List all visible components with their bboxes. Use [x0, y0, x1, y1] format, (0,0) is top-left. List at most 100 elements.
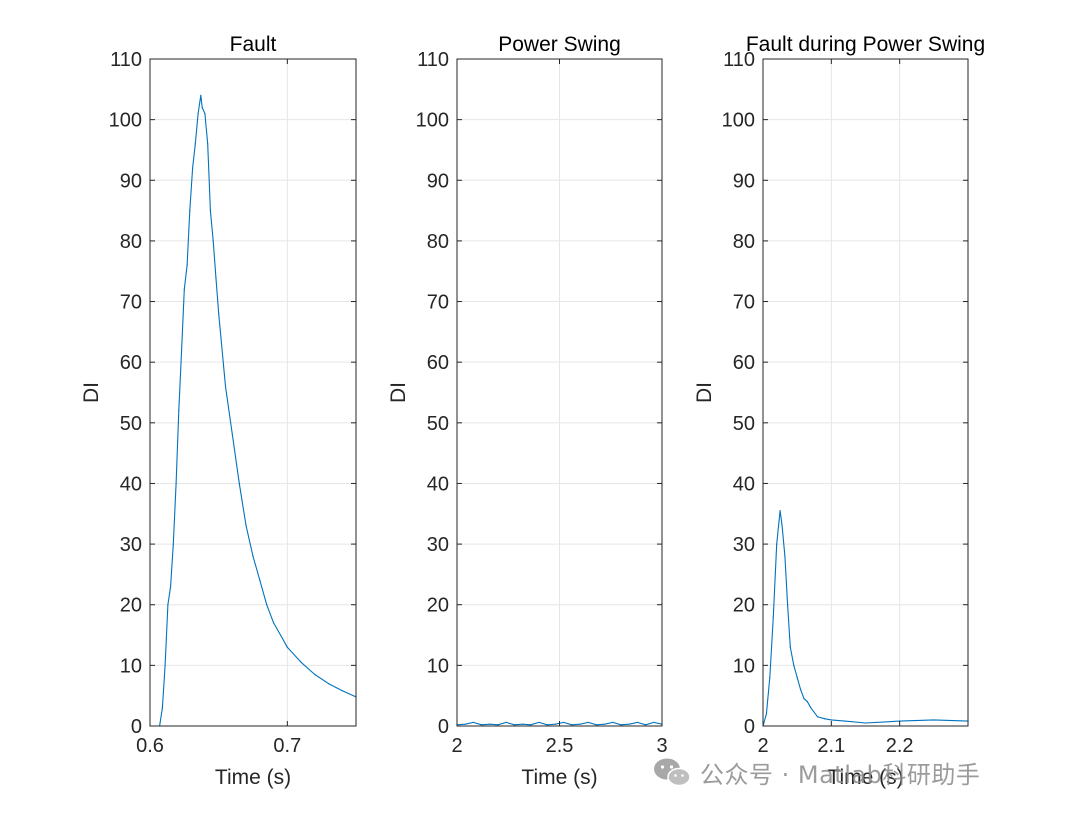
data-point: [628, 723, 630, 725]
y-tick-label: 60: [427, 352, 449, 374]
data-point: [803, 698, 805, 700]
x-tick-label: 3: [656, 735, 667, 757]
data-point: [793, 664, 795, 666]
y-tick-label: 80: [733, 231, 755, 253]
y-tick-label: 70: [733, 292, 755, 314]
y-tick-label: 70: [120, 292, 142, 314]
data-point: [505, 721, 507, 723]
data-point: [273, 622, 275, 624]
data-point: [489, 723, 491, 725]
y-tick-label: 60: [120, 352, 142, 374]
data-point: [522, 723, 524, 725]
watermark: 公众号 · Matlab科研助手: [652, 752, 980, 792]
data-point: [186, 264, 188, 266]
data-point: [472, 721, 474, 723]
y-tick-label: 90: [733, 170, 755, 192]
y-tick-label: 20: [120, 595, 142, 617]
data-point: [300, 661, 302, 663]
data-point: [212, 240, 214, 242]
data-point: [209, 209, 212, 212]
y-tick-label: 110: [723, 49, 755, 71]
y-tick-label: 0: [131, 716, 142, 738]
y-tick-label: 110: [110, 49, 142, 71]
y-tick-label: 40: [120, 473, 142, 495]
y-tick-label: 80: [427, 231, 449, 253]
data-point: [546, 724, 548, 726]
data-point: [538, 721, 540, 723]
data-point: [161, 707, 163, 709]
data-point: [830, 719, 832, 721]
subplot-1: 0 10 20 30 40 50 60 70 80 90 100 110 0.6 0.7 Fault Time…: [80, 33, 357, 789]
data-point: [464, 723, 466, 725]
data-point: [231, 434, 233, 436]
data-point: [772, 616, 774, 618]
data-point: [259, 579, 261, 582]
y-tick-label: 40: [427, 473, 449, 495]
x-axis-label: Time (s): [827, 766, 903, 789]
chart-title: Power Swing: [498, 33, 621, 56]
x-tick-label: 0.7: [273, 735, 301, 757]
data-point: [779, 510, 781, 512]
subplot-2: 0 10 20 30 40 50 60 70 80 90 100 110 2 2.5 3 Power Swin…: [387, 33, 668, 789]
y-tick-label: 80: [120, 231, 142, 253]
y-tick-label: 90: [427, 170, 449, 192]
data-point: [197, 112, 199, 115]
y-tick-label: 50: [120, 413, 142, 435]
x-tick-label: 2.5: [546, 735, 574, 757]
data-point: [218, 313, 220, 315]
data-point: [164, 664, 166, 666]
series-line: [762, 510, 969, 727]
data-point: [497, 724, 499, 726]
data-point: [933, 719, 935, 721]
y-tick-label: 60: [733, 352, 755, 374]
data-point: [653, 721, 655, 723]
y-tick-label: 40: [733, 473, 755, 495]
data-point: [604, 723, 606, 725]
y-tick-label: 0: [744, 716, 755, 738]
data-point: [530, 724, 532, 726]
y-tick-label: 10: [427, 655, 449, 677]
y-tick-label: 20: [733, 595, 755, 617]
data-point: [204, 112, 206, 115]
data-point: [172, 543, 174, 545]
watermark-text: 公众号 · Matlab科研助手: [700, 760, 981, 789]
y-tick-label: 0: [438, 716, 449, 738]
y-tick-label: 50: [733, 413, 755, 435]
data-point: [175, 482, 177, 485]
axes-box: [149, 58, 357, 727]
x-axis-label: Time (s): [521, 766, 597, 789]
data-point: [571, 724, 573, 726]
data-point: [215, 276, 217, 278]
data-point: [194, 143, 196, 145]
data-point: [180, 349, 183, 351]
x-tick-label: 2.1: [817, 735, 845, 757]
data-point: [620, 724, 622, 726]
data-point: [806, 701, 809, 703]
data-point: [245, 525, 247, 527]
x-tick-label: 2.2: [886, 735, 914, 757]
data-point: [776, 543, 778, 545]
series-line: [150, 94, 357, 727]
x-axis-label: Time (s): [215, 766, 291, 789]
y-tick-label: 110: [417, 49, 449, 71]
y-axis-label: DI: [693, 382, 716, 403]
data-point: [513, 724, 516, 726]
data-point: [612, 721, 614, 723]
axes-box: [762, 58, 969, 727]
y-axis-label: DI: [80, 382, 103, 403]
data-point: [789, 646, 791, 648]
data-point: [178, 410, 180, 412]
chart-title: Fault during Power Swing: [746, 33, 985, 56]
data-point: [266, 604, 268, 606]
data-point: [823, 718, 826, 720]
data-point: [787, 604, 789, 606]
data-point: [769, 676, 771, 679]
data-point: [554, 723, 557, 725]
y-tick-label: 90: [120, 170, 142, 192]
data-point: [563, 721, 565, 723]
data-point: [341, 690, 343, 692]
data-point: [170, 585, 172, 588]
data-point: [645, 724, 647, 726]
data-point: [167, 604, 169, 606]
